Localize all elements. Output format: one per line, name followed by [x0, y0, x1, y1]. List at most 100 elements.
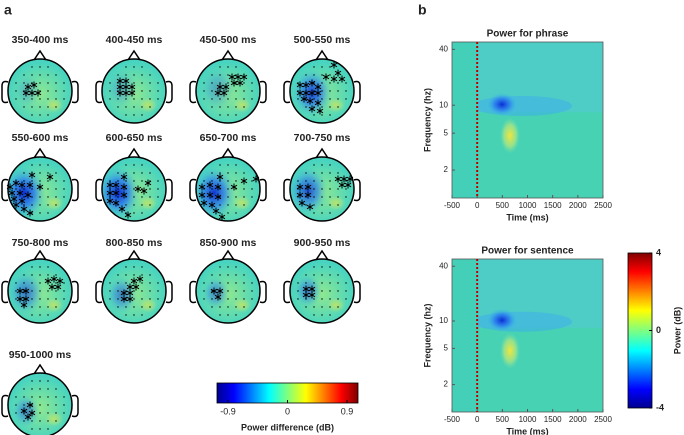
electrode	[133, 274, 135, 276]
electrode	[23, 188, 25, 190]
significance-marker	[10, 196, 18, 202]
electrode	[15, 396, 17, 398]
electrode	[125, 266, 127, 268]
significance-marker	[126, 284, 134, 290]
significance-marker	[24, 414, 32, 420]
electrode	[125, 204, 127, 206]
scalp-blob	[138, 195, 158, 211]
topoplot	[95, 249, 173, 324]
electrode	[243, 196, 245, 198]
electrode	[227, 196, 229, 198]
electrode	[305, 74, 307, 76]
topoplot	[1, 249, 79, 324]
electrode	[47, 98, 49, 100]
head-outline	[101, 156, 167, 222]
panel-label: b	[418, 2, 427, 18]
ear	[71, 80, 79, 104]
nose	[315, 49, 329, 61]
significance-marker	[296, 82, 304, 88]
electrode	[39, 266, 41, 268]
electrode	[31, 180, 33, 182]
electrode	[329, 106, 331, 108]
electrode	[31, 396, 33, 398]
electrode	[15, 98, 17, 100]
electrode	[211, 282, 213, 284]
electrode	[133, 314, 135, 316]
electrode	[305, 306, 307, 308]
electrode	[39, 380, 41, 382]
scalp-blob	[44, 297, 64, 313]
electrode	[227, 314, 229, 316]
significance-marker	[344, 182, 352, 188]
significance-marker	[112, 200, 120, 206]
electrode	[117, 282, 119, 284]
significance-marker	[20, 302, 28, 308]
significance-marker	[302, 286, 310, 292]
electrode	[109, 82, 111, 84]
electrode	[31, 306, 33, 308]
electrode	[321, 82, 323, 84]
electrode	[337, 90, 339, 92]
significance-marker	[134, 186, 142, 192]
electrode	[141, 172, 143, 174]
electrode	[15, 290, 17, 292]
electrode	[55, 396, 57, 398]
y-tick-label: 2	[444, 380, 449, 389]
electrode	[63, 404, 65, 406]
electrode	[109, 290, 111, 292]
electrode	[133, 188, 135, 190]
x-tick-label: 2000	[569, 415, 587, 424]
electrode	[305, 172, 307, 174]
electrode	[63, 98, 65, 100]
electrode	[149, 298, 151, 300]
electrode	[297, 98, 299, 100]
electrode	[141, 298, 143, 300]
electrode	[23, 204, 25, 206]
x-tick-label: 0	[475, 201, 480, 210]
electrode	[337, 188, 339, 190]
electrode	[15, 412, 17, 414]
electrode	[337, 82, 339, 84]
electrode	[109, 188, 111, 190]
electrode	[31, 266, 33, 268]
significance-marker	[306, 98, 314, 104]
tf-baseline	[452, 42, 478, 198]
electrode	[321, 196, 323, 198]
significance-marker	[128, 84, 136, 90]
electrode	[23, 274, 25, 276]
significance-marker	[20, 206, 28, 212]
electrode	[321, 114, 323, 116]
electrode	[55, 204, 57, 206]
ear	[95, 178, 103, 202]
electrode	[31, 298, 33, 300]
electrode	[55, 90, 57, 92]
electrode	[211, 82, 213, 84]
topoplot-title: 550-600 ms	[12, 132, 69, 144]
electrode	[39, 114, 41, 116]
significance-marker	[200, 200, 208, 206]
significance-marker	[112, 190, 120, 196]
significance-marker	[106, 198, 114, 204]
electrode	[141, 114, 143, 116]
electrode	[23, 98, 25, 100]
ear	[1, 178, 9, 202]
electrode	[55, 82, 57, 84]
y-tick-label: 2	[444, 165, 449, 174]
significance-marker	[334, 70, 342, 76]
scalp-blob	[12, 394, 40, 428]
electrode	[31, 420, 33, 422]
electrode	[47, 412, 49, 414]
electrode	[219, 314, 221, 316]
y-axis-label: Frequency (hz)	[422, 303, 432, 367]
electrode	[345, 196, 347, 198]
significance-marker	[8, 190, 16, 196]
electrode	[63, 396, 65, 398]
electrode	[235, 196, 237, 198]
scalp-blob	[44, 97, 64, 113]
electrode	[203, 282, 205, 284]
electrode	[219, 114, 221, 116]
topoplot	[283, 147, 361, 222]
significance-marker	[120, 296, 128, 302]
ear	[1, 80, 9, 104]
electrode	[227, 282, 229, 284]
